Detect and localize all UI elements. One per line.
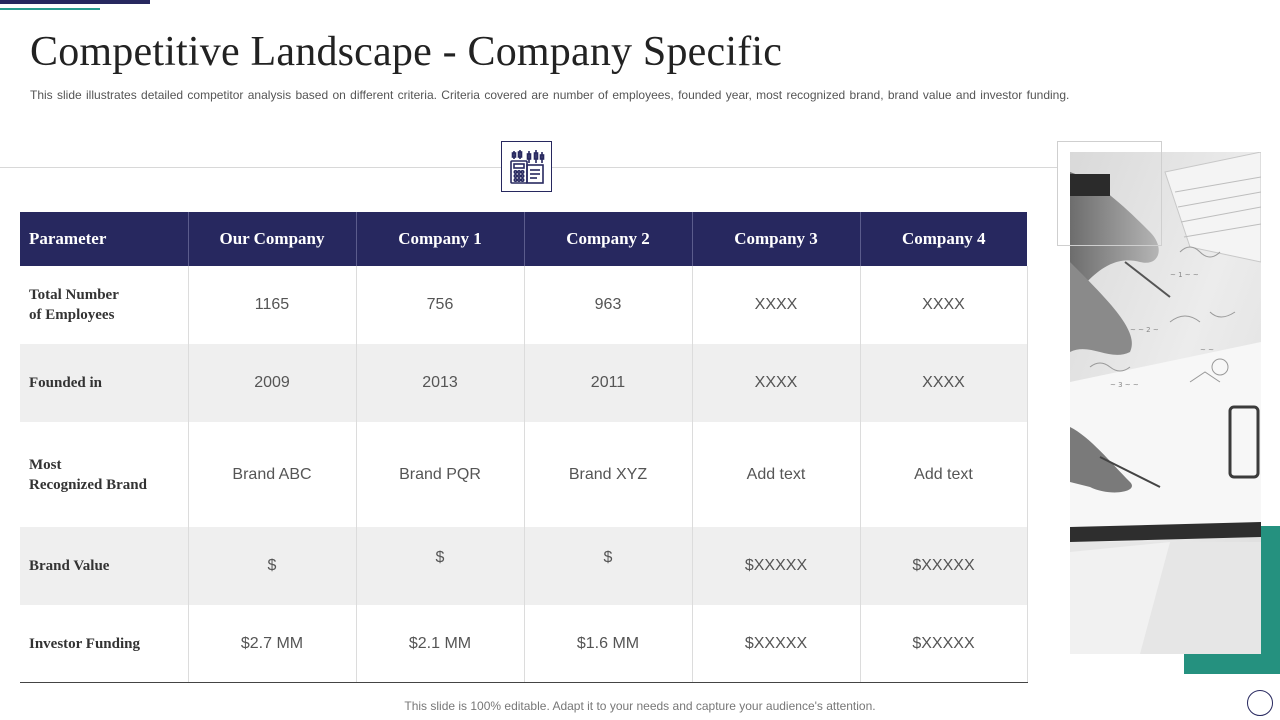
table-row: Most Recognized Brand Brand ABC Brand PQ… bbox=[20, 422, 1028, 527]
table-cell: Add text bbox=[860, 422, 1028, 527]
cell-text: $ bbox=[603, 549, 613, 566]
header-parameter: Parameter bbox=[20, 212, 189, 266]
header-company-1: Company 1 bbox=[356, 212, 525, 266]
table-cell: 756 bbox=[356, 266, 525, 344]
table-row: Brand Value $ $ $ $XXXXX $XXXXX bbox=[20, 527, 1028, 605]
table-cell: $XXXXX bbox=[692, 527, 861, 605]
photo-frame-outline bbox=[1057, 141, 1162, 246]
table-cell: 2013 bbox=[356, 344, 525, 422]
table-cell: $XXXXX bbox=[860, 527, 1028, 605]
header-company-4: Company 4 bbox=[860, 212, 1027, 266]
row-label: Founded in bbox=[20, 344, 189, 422]
slide-subtitle: This slide illustrates detailed competit… bbox=[30, 88, 1070, 102]
table-row: Investor Funding $2.7 MM $2.1 MM $1.6 MM… bbox=[20, 605, 1028, 683]
table-cell: $1.6 MM bbox=[524, 605, 693, 683]
table-cell: $ bbox=[188, 527, 357, 605]
row-label: Investor Funding bbox=[20, 605, 189, 683]
table-cell: XXXX bbox=[692, 266, 861, 344]
table-cell: Brand ABC bbox=[188, 422, 357, 527]
slide-footer: This slide is 100% editable. Adapt it to… bbox=[404, 699, 876, 713]
table-cell: Brand XYZ bbox=[524, 422, 693, 527]
row-label: Most Recognized Brand bbox=[20, 422, 189, 527]
svg-text:~ 1 ~ ~: ~ 1 ~ ~ bbox=[1170, 271, 1199, 279]
table-cell: Brand PQR bbox=[356, 422, 525, 527]
row-label: Brand Value bbox=[20, 527, 189, 605]
calculator-chart-icon bbox=[501, 141, 552, 192]
slide-title: Competitive Landscape - Company Specific bbox=[30, 29, 783, 75]
table-cell: XXXX bbox=[860, 266, 1028, 344]
table-cell: XXXX bbox=[692, 344, 861, 422]
svg-text:~ ~ 2 ~: ~ ~ 2 ~ bbox=[1130, 326, 1159, 334]
svg-text:~ 3 ~ ~: ~ 3 ~ ~ bbox=[1110, 381, 1139, 389]
business-photo: ~ 1 ~ ~ ~ ~ 2 ~ ~ ~ ~ 3 ~ ~ bbox=[1070, 152, 1261, 654]
table-cell: 2011 bbox=[524, 344, 693, 422]
row-label-line: Recognized Brand bbox=[29, 476, 147, 493]
table-cell: $ bbox=[524, 527, 693, 605]
table-row: Founded in 2009 2013 2011 XXXX XXXX bbox=[20, 344, 1028, 422]
svg-text:~ ~: ~ ~ bbox=[1200, 346, 1214, 354]
row-label-line: Most bbox=[29, 456, 62, 473]
table-cell: $ bbox=[356, 527, 525, 605]
competitor-table: Parameter Our Company Company 1 Company … bbox=[20, 212, 1028, 683]
row-label-line: Brand Value bbox=[29, 558, 110, 574]
table-cell: $2.7 MM bbox=[188, 605, 357, 683]
cell-text: $ bbox=[435, 549, 445, 566]
table-row: Total Number of Employees 1165 756 963 X… bbox=[20, 266, 1028, 344]
header-company-3: Company 3 bbox=[692, 212, 861, 266]
table-header-row: Parameter Our Company Company 1 Company … bbox=[20, 212, 1027, 266]
table-cell: Add text bbox=[692, 422, 861, 527]
table-cell: 963 bbox=[524, 266, 693, 344]
table-cell: $2.1 MM bbox=[356, 605, 525, 683]
table-cell: XXXX bbox=[860, 344, 1028, 422]
row-label-line: Investor Funding bbox=[29, 635, 141, 652]
row-label: Total Number of Employees bbox=[20, 266, 189, 344]
circle-icon bbox=[1247, 690, 1273, 716]
top-accent-bar-teal bbox=[0, 8, 100, 10]
header-company-2: Company 2 bbox=[524, 212, 693, 266]
table-cell: $XXXXX bbox=[860, 605, 1028, 683]
row-label-line: of Employees bbox=[29, 307, 115, 323]
table-cell: 2009 bbox=[188, 344, 357, 422]
top-accent-bar bbox=[0, 0, 150, 4]
table-cell: $XXXXX bbox=[692, 605, 861, 683]
row-label-line: Total Number bbox=[29, 287, 119, 303]
row-label-line: Founded in bbox=[29, 375, 102, 391]
header-our-company: Our Company bbox=[188, 212, 357, 266]
table-cell: 1165 bbox=[188, 266, 357, 344]
